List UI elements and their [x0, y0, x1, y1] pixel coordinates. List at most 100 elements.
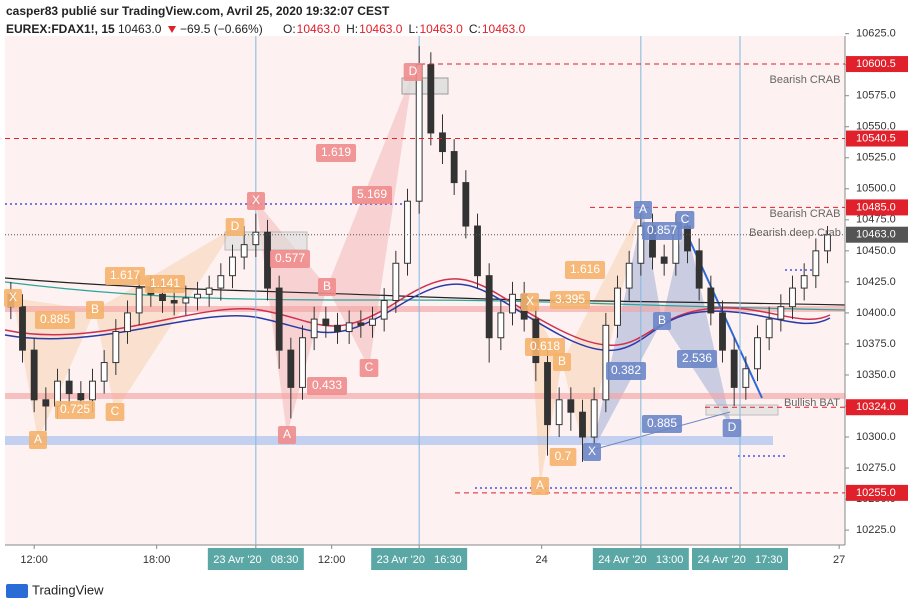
pattern-shape — [592, 210, 662, 452]
candle-body — [509, 293, 516, 314]
candle-body — [345, 322, 353, 333]
pattern-label-box — [582, 443, 602, 461]
candle-body — [812, 250, 820, 277]
candle-body — [89, 380, 96, 401]
pattern-label: 0.433 — [312, 378, 342, 392]
x-tick-highlight — [692, 548, 788, 570]
ohlc-label: O: — [283, 22, 296, 36]
candle-body — [287, 349, 295, 388]
candle-body — [427, 64, 435, 134]
candle-body — [707, 287, 715, 314]
level-label: 10485.0 — [856, 201, 896, 213]
candle-body — [579, 411, 586, 438]
candle-body — [590, 399, 598, 438]
pattern-label: A — [639, 202, 647, 216]
candle-body — [765, 318, 773, 339]
level-label-box — [846, 199, 908, 216]
candle-body — [742, 368, 750, 388]
y-tick-label: 10450.0 — [856, 245, 896, 257]
candle-body — [614, 287, 621, 326]
x-tick-label: 27 — [833, 554, 845, 566]
y-tick-label: 10425.0 — [856, 276, 896, 288]
pattern-label: D — [409, 64, 418, 78]
candle-body — [124, 312, 131, 333]
zone-box — [705, 404, 779, 416]
pattern-label-box — [104, 267, 146, 285]
candle-body — [555, 399, 563, 426]
y-tick-label: 10475.0 — [856, 214, 896, 226]
ohlc-label: L: — [408, 22, 418, 36]
last-price: 10463.0 — [118, 22, 162, 36]
pattern-label-box — [722, 419, 742, 437]
candle-body — [310, 318, 318, 339]
pattern-label-box — [549, 448, 577, 466]
ohlc-value: 10463.0 — [419, 22, 463, 36]
candle-body — [789, 287, 796, 308]
annotation: Bullish BAT — [784, 397, 840, 409]
candle-body — [170, 299, 178, 304]
pattern-label-box — [351, 186, 393, 204]
x-tick-label: 24 Avr '20 13:00 — [598, 554, 683, 566]
pattern-label: D — [231, 219, 240, 233]
pattern-label-box — [552, 353, 572, 371]
candle-body — [240, 244, 248, 258]
y-tick-label: 10575.0 — [856, 90, 896, 102]
symbol: EUREX:FDAX1!, 15 — [6, 22, 115, 36]
annotation: Bearish deep Crab — [749, 227, 841, 239]
x-tick-label: 18:00 — [143, 554, 171, 566]
x-tick-label: 12:00 — [20, 554, 48, 566]
logo-icon — [6, 584, 28, 598]
level-label-box — [846, 226, 908, 243]
pattern-label: 0.725 — [60, 402, 90, 416]
pattern-label-box — [315, 144, 357, 162]
pattern-label-box — [520, 293, 540, 311]
pattern-label-box — [605, 362, 647, 380]
pattern-label-box — [54, 401, 96, 419]
pattern-label-box — [530, 477, 550, 495]
pattern-label-box — [317, 278, 337, 296]
y-tick-label: 10275.0 — [856, 462, 896, 474]
moving-average — [4, 278, 831, 347]
x-tick-label: 24 — [536, 554, 548, 566]
pattern-label-box — [652, 312, 672, 330]
candle-body — [404, 200, 411, 264]
zone-band — [5, 436, 773, 445]
footer-logo: TradingView — [32, 582, 104, 597]
pattern-label: A — [283, 427, 291, 441]
pattern-label: 0.857 — [647, 223, 677, 237]
moving-average — [4, 283, 831, 352]
level-label: 10540.5 — [856, 132, 896, 144]
pattern-label-box — [564, 261, 606, 279]
candle-body — [299, 337, 306, 388]
candle-body — [637, 225, 645, 264]
pattern-label: 0.382 — [611, 363, 641, 377]
pattern-label: B — [658, 313, 666, 327]
pattern-label-box — [641, 222, 683, 240]
level-label-box — [846, 56, 908, 73]
candle-body — [567, 399, 575, 413]
zone-box — [401, 77, 449, 95]
pattern-label-box — [269, 250, 311, 268]
candle-body — [754, 337, 761, 370]
candle-body — [544, 362, 551, 426]
pattern-label-box — [359, 359, 379, 377]
candle-body — [135, 287, 143, 314]
candle-body — [695, 250, 703, 289]
candle-body — [217, 275, 225, 289]
pattern-label-box — [306, 377, 348, 395]
pattern-label-box — [28, 431, 48, 449]
pattern-label: 0.885 — [40, 312, 70, 326]
pattern-shape — [662, 220, 732, 428]
y-tick-label: 10375.0 — [856, 338, 896, 350]
candle-body — [369, 318, 376, 326]
candle-body — [485, 275, 493, 339]
candle-body — [439, 132, 446, 153]
candle-body — [322, 318, 330, 326]
candle-body — [450, 151, 458, 184]
candle-body — [252, 231, 260, 246]
pattern-label: 5.169 — [357, 187, 387, 201]
pattern-label-box — [105, 403, 125, 421]
ohlc-value: 10463.0 — [482, 22, 526, 36]
x-tick-label: 23 Avr '20 16:30 — [377, 554, 462, 566]
